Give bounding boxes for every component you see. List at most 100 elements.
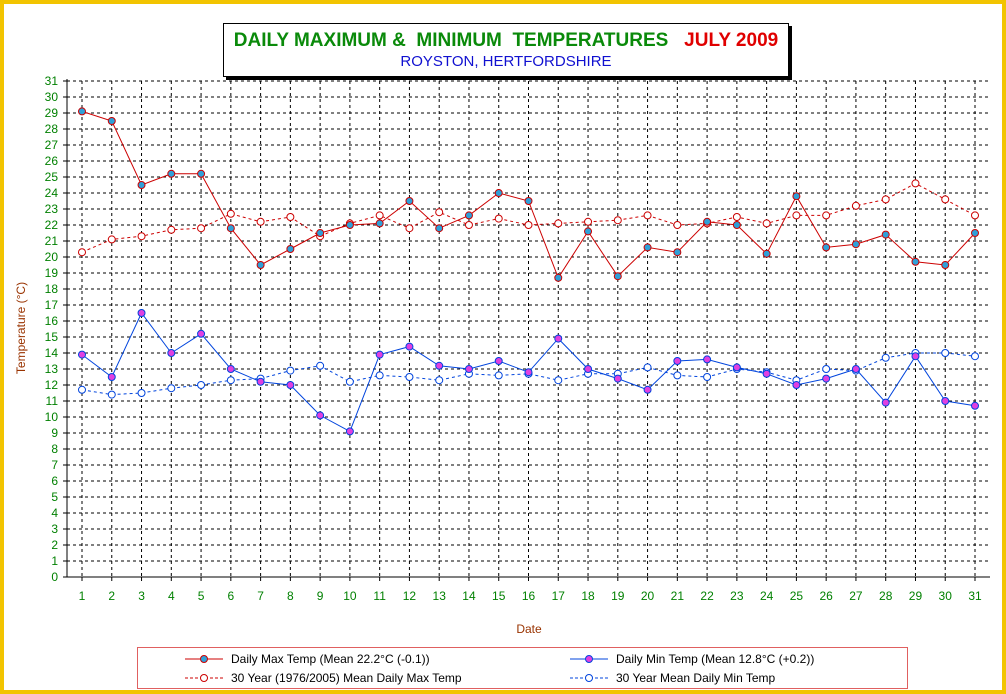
point-daily-min: [971, 401, 979, 410]
point-daily-max: [78, 107, 86, 116]
point-daily-max: [375, 219, 384, 228]
point-30yr-max: [971, 211, 979, 220]
point-daily-max: [137, 181, 146, 189]
point-daily-min: [107, 373, 116, 381]
point-daily-max: [971, 229, 979, 237]
point-30yr-max: [851, 201, 860, 210]
y-tick-label: 24: [45, 186, 59, 200]
x-tick-labels: 1 2 3 4 5 6 7 8 9 10 11 12 13 14 15 16 17 18 19 20 21 22 23 24 2…: [79, 589, 982, 603]
y-tick-label: 5: [51, 490, 58, 504]
point-daily-max: [941, 261, 950, 269]
point-30yr-min: [226, 376, 235, 385]
point-daily-max: [256, 261, 265, 269]
x-tick-label: 29: [909, 589, 923, 603]
x-tick-label: 6: [227, 589, 234, 603]
legend-swatch-30yr-max: [185, 674, 223, 682]
x-tick-label: 24: [760, 589, 774, 603]
y-tick-label: 29: [45, 106, 59, 120]
point-30yr-max: [643, 211, 652, 220]
point-daily-min: [405, 342, 414, 351]
point-30yr-max: [941, 195, 950, 204]
point-30yr-min: [673, 371, 682, 380]
x-tick-label: 8: [287, 589, 294, 603]
point-daily-max: [316, 229, 325, 237]
point-daily-max: [643, 243, 652, 252]
point-30yr-max: [435, 208, 444, 217]
y-tick-label: 10: [45, 410, 59, 424]
point-30yr-max: [762, 219, 771, 228]
x-tick-label: 20: [641, 589, 655, 603]
x-tick-label: 13: [433, 589, 447, 603]
y-tick-label: 13: [45, 362, 59, 376]
point-daily-min: [911, 352, 920, 361]
point-daily-min: [732, 363, 741, 372]
point-daily-min: [256, 377, 265, 386]
point-daily-min: [584, 365, 593, 373]
legend-swatch-daily-min: [570, 655, 608, 663]
point-daily-max: [822, 243, 831, 252]
x-tick-label: 21: [671, 589, 685, 603]
chart-title-box: DAILY MAXIMUM & MINIMUM TEMPERATURES JUL…: [223, 23, 789, 77]
y-tick-label: 20: [45, 250, 59, 264]
point-30yr-min: [822, 365, 831, 373]
x-tick-label: 25: [790, 589, 804, 603]
series-30yr-max: [78, 179, 979, 257]
x-tick-label: 4: [168, 589, 175, 603]
point-daily-min: [316, 411, 325, 420]
y-tick-label: 23: [45, 202, 59, 216]
x-tick-label: 14: [462, 589, 476, 603]
legend-swatch-daily-max: [185, 655, 223, 663]
x-tick-label: 15: [492, 589, 506, 603]
point-daily-min: [762, 369, 771, 378]
point-daily-max: [226, 224, 235, 233]
point-30yr-max: [911, 179, 920, 188]
point-30yr-max: [137, 232, 146, 241]
y-tick-label: 12: [45, 378, 59, 392]
point-30yr-min: [78, 385, 86, 394]
point-30yr-max: [286, 213, 295, 221]
point-30yr-max: [584, 217, 593, 226]
y-tick-label: 21: [45, 234, 59, 248]
point-daily-max: [911, 257, 920, 266]
x-tick-label: 10: [343, 589, 357, 603]
point-daily-max: [732, 221, 741, 229]
chart-title-main: DAILY MAXIMUM & MINIMUM TEMPERATURES: [233, 30, 669, 51]
y-tick-label: 31: [45, 74, 59, 88]
point-30yr-max: [881, 195, 890, 204]
point-30yr-min: [197, 381, 206, 389]
point-daily-min: [435, 361, 444, 370]
point-daily-max: [851, 240, 860, 249]
y-tick-label: 15: [45, 330, 59, 344]
point-30yr-min: [345, 377, 354, 386]
x-tick-label: 17: [552, 589, 566, 603]
legend-label-30yr-min: 30 Year Mean Daily Min Temp: [616, 671, 776, 685]
x-tick-label: 2: [108, 589, 115, 603]
point-30yr-min: [316, 361, 325, 370]
y-tick-label: 26: [45, 154, 59, 168]
point-daily-max: [464, 211, 473, 220]
point-30yr-min: [107, 390, 116, 399]
point-daily-min: [851, 365, 860, 373]
point-30yr-min: [435, 376, 444, 385]
point-daily-max: [703, 217, 712, 226]
point-30yr-max: [167, 225, 176, 234]
x-tick-label: 23: [730, 589, 744, 603]
chart-subtitle: ROYSTON, HERTFORDSHIRE: [400, 53, 612, 70]
point-daily-max: [345, 221, 354, 229]
x-tick-label: 27: [849, 589, 863, 603]
point-30yr-max: [494, 214, 503, 223]
point-30yr-min: [941, 349, 950, 357]
point-30yr-max: [375, 211, 384, 220]
point-30yr-min: [881, 353, 890, 362]
point-30yr-min: [375, 371, 384, 380]
point-daily-max: [792, 192, 801, 201]
point-daily-max: [405, 197, 414, 205]
point-30yr-max: [107, 235, 116, 244]
point-30yr-max: [792, 211, 801, 220]
legend-label-30yr-max: 30 Year (1976/2005) Mean Daily Max Temp: [231, 671, 462, 685]
point-30yr-min: [643, 363, 652, 372]
x-tick-label: 30: [939, 589, 953, 603]
legend-swatch-30yr-min: [570, 674, 608, 682]
y-tick-label: 8: [51, 442, 58, 456]
